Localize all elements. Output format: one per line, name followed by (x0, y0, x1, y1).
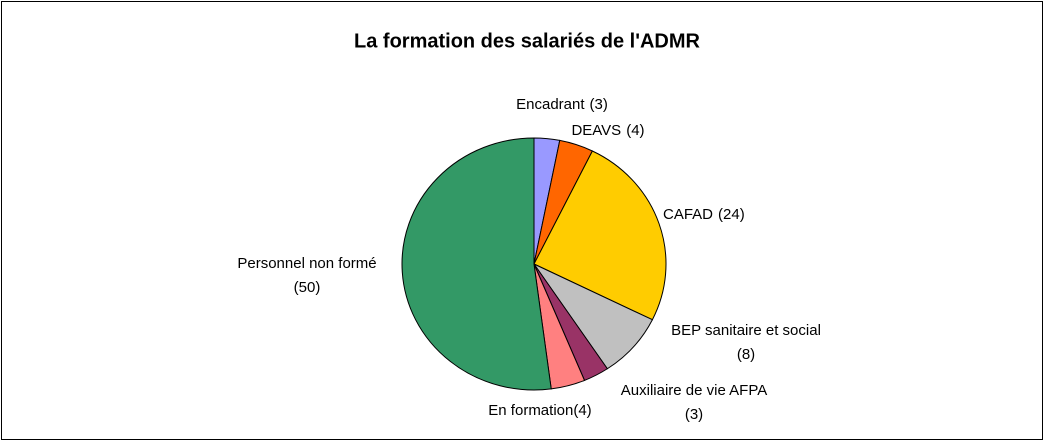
pie-slice (533, 150, 667, 321)
slice-value-label: (3) (590, 96, 608, 113)
slice-label: Auxiliaire de vie AFPA (621, 382, 767, 399)
slice-label-group: En formation(4) (488, 402, 591, 419)
slice-label-group: Encadrant (3) (516, 96, 608, 113)
slice-value-label: (8) (737, 346, 755, 363)
slice-value-label: (50) (294, 279, 321, 296)
slice-value-label: (24) (718, 206, 745, 223)
slice-label-group: DEAVS (4) (571, 122, 644, 139)
slice-label: BEP sanitaire et social (671, 322, 821, 339)
pie-slice (401, 137, 552, 391)
slice-value-label: (3) (685, 406, 703, 423)
slice-label: Encadrant (516, 96, 585, 113)
slice-label: CAFAD (663, 206, 713, 223)
slice-label-group: CAFAD (24) (663, 206, 745, 223)
slice-value-label: (4) (626, 122, 644, 139)
slice-value-label: (4) (573, 402, 591, 419)
labels: Encadrant (3) DEAVS (4) CAFAD (24) BEP sanitai… (237, 96, 821, 423)
pie (401, 137, 667, 391)
chart-title: La formation des salariés de l'ADMR (354, 30, 701, 52)
slice-label: Personnel non formé (237, 255, 376, 272)
slice-label: DEAVS (571, 122, 621, 139)
slice-label: En formation (488, 402, 573, 419)
